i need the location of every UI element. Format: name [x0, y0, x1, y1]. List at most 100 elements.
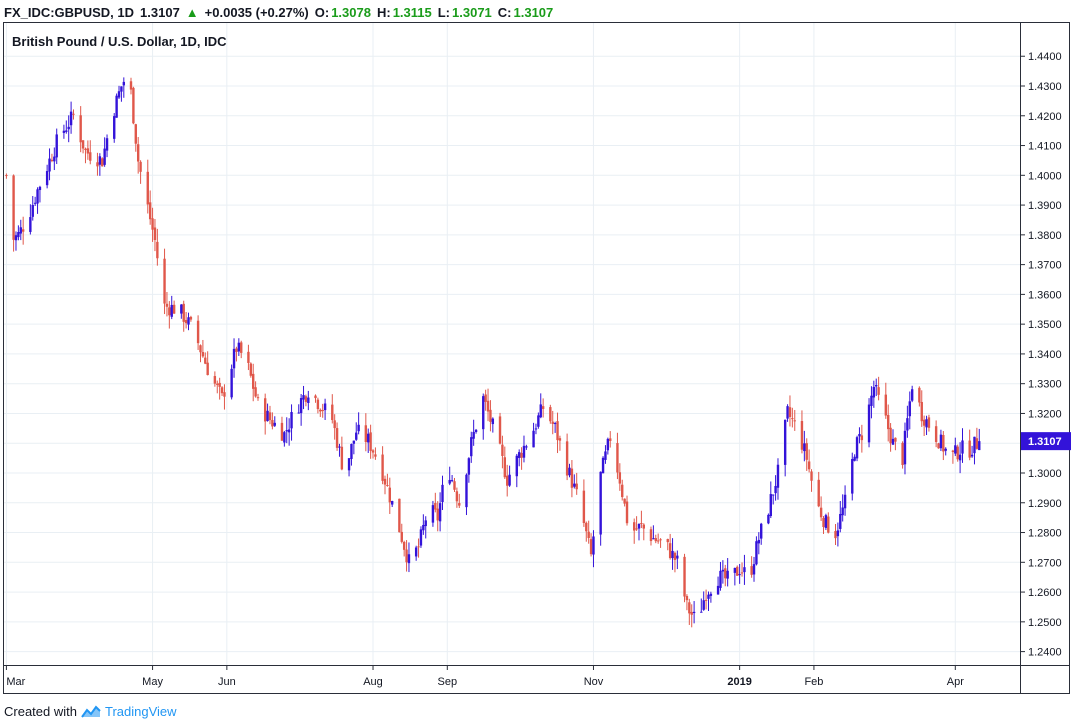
candle [84, 147, 87, 164]
candle-body [103, 148, 106, 165]
candle-body [400, 531, 403, 542]
chart-title: British Pound / U.S. Dollar, 1D, IDC [12, 34, 227, 49]
candle-body [925, 419, 928, 428]
candle [633, 518, 636, 544]
candle-body [472, 431, 475, 439]
time-axis[interactable]: Mar May Jun Aug Sep Nov 2019 Feb Apr [5, 665, 964, 688]
candle-body [961, 440, 964, 454]
candle [534, 423, 538, 435]
ohlc-low: L: 1.3071 [438, 5, 492, 20]
candle [189, 315, 193, 322]
candle-body [541, 406, 545, 409]
y-tick-label: 1.2800 [1028, 528, 1062, 540]
y-tick-label: 1.2400 [1028, 647, 1062, 659]
candle [920, 390, 923, 427]
candle-body [498, 416, 502, 444]
candle [968, 429, 971, 461]
candle [470, 431, 473, 463]
y-tick-label: 1.3600 [1028, 289, 1062, 301]
candle [474, 428, 478, 434]
candle [736, 565, 739, 576]
footer-brand[interactable]: TradingView [104, 704, 177, 719]
candle [887, 404, 890, 442]
candlestick-chart[interactable]: 1.4400 1.4300 1.4200 1.4100 1.4000 1.3900 1.38… [3, 22, 1071, 694]
candle [263, 393, 267, 435]
candle-body [21, 229, 25, 232]
candle-body [474, 429, 478, 433]
candle-body [702, 600, 705, 610]
candle-body [33, 202, 37, 204]
candle [417, 538, 420, 558]
candle [891, 429, 895, 445]
candle [117, 85, 121, 100]
footer-prefix: Created with [4, 704, 77, 719]
candle [422, 514, 425, 535]
candle-body [254, 387, 257, 397]
candle [484, 389, 487, 411]
candle [232, 338, 236, 378]
low-label: L: [437, 4, 451, 20]
candle-body [903, 430, 907, 465]
candle-body [908, 401, 911, 417]
candle-body [503, 457, 507, 478]
candle [498, 412, 502, 445]
candle [872, 380, 876, 408]
candle [5, 173, 8, 179]
candle-body [134, 124, 137, 144]
chart-container[interactable]: 1.4400 1.4300 1.4200 1.4100 1.4000 1.3900 1.38… [3, 22, 1071, 694]
candle [906, 405, 909, 438]
candle-body [299, 398, 303, 414]
candle-body [182, 303, 185, 322]
candle [740, 562, 744, 577]
candle-body [839, 513, 842, 529]
candle [240, 340, 243, 359]
candle-body [407, 554, 411, 564]
candle [482, 393, 485, 440]
candle [903, 422, 907, 475]
x-tick-label: Mar [6, 676, 25, 688]
candle-body [55, 134, 58, 158]
candle-body [201, 352, 205, 357]
candle [827, 512, 830, 534]
candle-body [625, 501, 629, 524]
candle-body [307, 397, 310, 403]
candle-body [877, 387, 880, 395]
candle-body [319, 409, 322, 412]
candle [252, 363, 255, 402]
candle-body [922, 419, 926, 426]
candle [321, 403, 324, 418]
candle-body [918, 387, 921, 403]
candle [700, 598, 703, 613]
candle-body [36, 189, 39, 204]
candle-body [132, 87, 135, 124]
candle [961, 428, 964, 463]
candle-body [740, 572, 744, 574]
candle [103, 137, 106, 167]
candle [755, 536, 758, 566]
price-axis[interactable]: 1.4400 1.4300 1.4200 1.4100 1.4000 1.3900 1.38… [1020, 51, 1062, 659]
candle [414, 545, 418, 561]
candle [17, 225, 20, 241]
candle-body [438, 503, 442, 522]
symbol-name[interactable]: FX_IDC:GBPUSD, 1D [4, 4, 135, 20]
candle [774, 475, 777, 501]
candle [551, 410, 554, 435]
candle [738, 564, 741, 584]
candle-series [5, 77, 981, 628]
candle [448, 466, 451, 486]
x-tick-label: Feb [804, 676, 823, 688]
candle-body [357, 424, 360, 432]
candle [146, 159, 149, 214]
candle-body [599, 471, 602, 535]
candle [508, 465, 511, 487]
candle-body [817, 479, 820, 507]
candle-body [637, 524, 641, 529]
candle [213, 371, 217, 387]
candle [858, 427, 861, 444]
candle-body [688, 602, 691, 614]
candle [453, 477, 456, 493]
candle [67, 115, 70, 143]
candle-body [707, 594, 710, 599]
candle-body [791, 418, 794, 420]
candle [604, 445, 607, 464]
